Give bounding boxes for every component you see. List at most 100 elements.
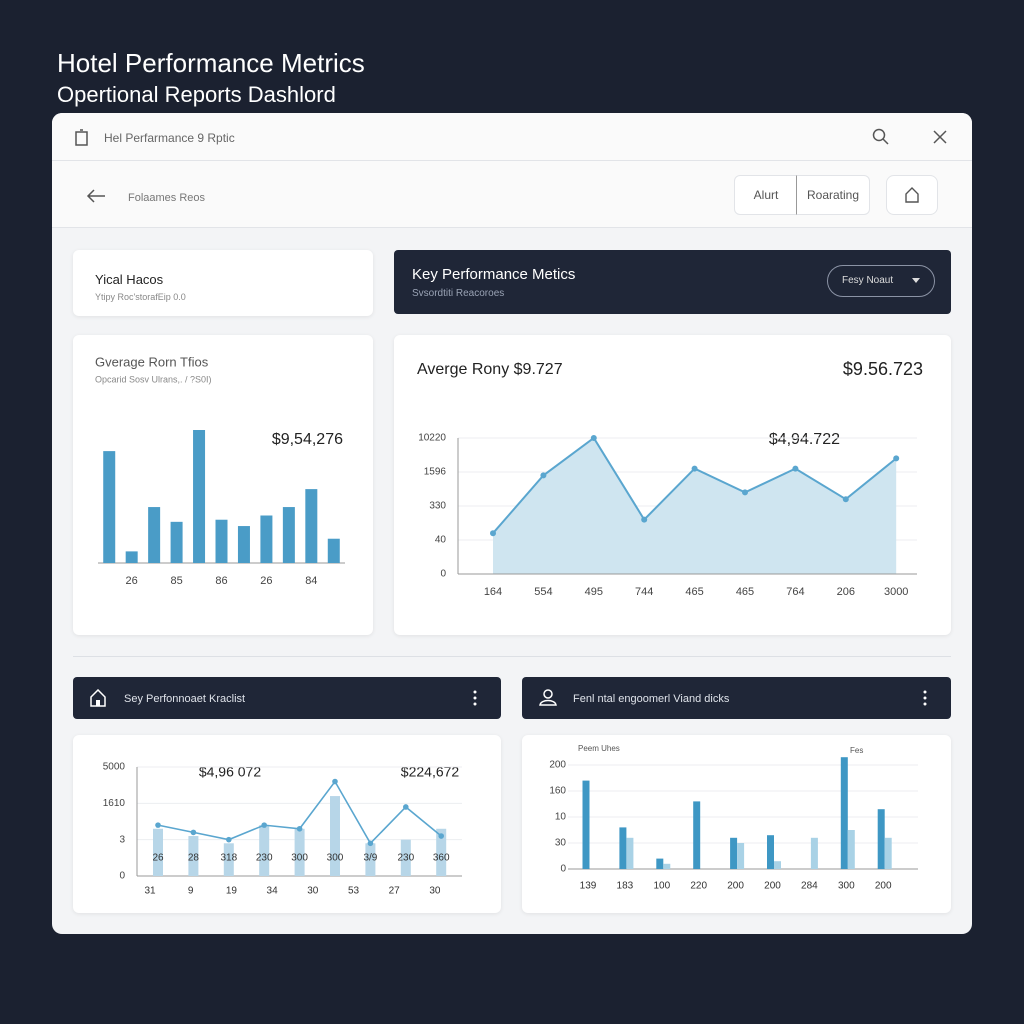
x-tick-label: 3/9 xyxy=(363,853,377,864)
button[interactable]: Roarating xyxy=(796,175,870,215)
x-tick-label: 465 xyxy=(736,586,754,598)
y-tick-label: 3 xyxy=(119,834,125,845)
point xyxy=(641,516,648,523)
x-tick-label: 183 xyxy=(617,881,634,892)
x-tick-label: 465 xyxy=(685,586,703,598)
x-tick-label: 28 xyxy=(188,853,200,864)
label: $4,96 072 xyxy=(199,764,261,780)
y-tick-label: 10 xyxy=(555,812,567,823)
x-tick-label: 26 xyxy=(260,575,272,587)
label: $224,672 xyxy=(401,764,460,780)
y-tick-label: 330 xyxy=(429,501,446,512)
chart-card xyxy=(394,335,951,635)
point xyxy=(893,455,900,462)
x-tick-label: 744 xyxy=(635,586,653,598)
bar xyxy=(626,837,634,869)
y-tick-label: 0 xyxy=(440,569,446,580)
bar xyxy=(877,809,885,869)
point xyxy=(367,840,374,847)
bar xyxy=(327,538,340,563)
y-tick-label: 0 xyxy=(560,864,566,875)
bar xyxy=(810,837,818,869)
section-bar: Sey Perfonnoaet Kraclist xyxy=(73,677,501,719)
bar xyxy=(193,430,206,563)
banner-subtitle: Svsordtiti Reacoroes xyxy=(412,288,505,299)
card-subtitle: Ytipy Roc'storafEip 0.0 xyxy=(95,292,186,302)
x-tick-label: 300 xyxy=(838,881,855,892)
point xyxy=(296,825,303,832)
bar xyxy=(259,825,270,876)
x-tick-label: 300 xyxy=(291,853,308,864)
x-tick-label: 84 xyxy=(305,575,317,587)
kpi-banner: Key Performance Metics Svsordtiti Reacor… xyxy=(394,250,951,314)
bar xyxy=(223,843,234,876)
bar xyxy=(188,836,199,876)
title-bar: Hel Perfarmance 9 Rptic xyxy=(52,113,972,161)
bar xyxy=(260,515,273,563)
nav-bar: Folaames Reos Alurt Roarating xyxy=(52,161,972,228)
label: $9.56.723 xyxy=(843,359,923,379)
close-icon[interactable] xyxy=(932,129,948,145)
menu-icon[interactable] xyxy=(923,690,927,706)
bar xyxy=(305,489,318,563)
bar xyxy=(170,521,183,563)
x-tick-label: 9 xyxy=(188,886,194,897)
back-icon[interactable] xyxy=(86,189,106,203)
bar xyxy=(294,828,305,876)
button[interactable]: Alurt xyxy=(734,175,798,215)
x-tick-label: 200 xyxy=(727,881,744,892)
point xyxy=(540,472,547,479)
x-tick-label: 230 xyxy=(397,853,414,864)
bar xyxy=(582,780,590,869)
page-subtitle: Opertional Reports Dashlord xyxy=(57,82,336,107)
x-tick-label: 139 xyxy=(580,881,597,892)
x-tick-label: 26 xyxy=(126,575,138,587)
x-tick-label: 300 xyxy=(327,853,344,864)
x-tick-label: 85 xyxy=(170,575,182,587)
x-tick-label: 100 xyxy=(653,881,670,892)
x-tick-label: 53 xyxy=(348,886,360,897)
bar xyxy=(436,828,447,876)
page-title: Hotel Performance Metrics xyxy=(57,48,365,78)
menu-icon[interactable] xyxy=(473,690,477,706)
bar xyxy=(884,837,892,869)
x-tick-label: 34 xyxy=(267,886,279,897)
y-tick-label: 200 xyxy=(549,760,566,771)
area xyxy=(493,438,897,574)
y-tick-label: 0 xyxy=(119,871,125,882)
dropdown[interactable]: Fesy Noaut xyxy=(827,265,935,297)
home-button[interactable] xyxy=(886,175,938,215)
bar xyxy=(400,839,411,876)
card-title: Yical Hacos xyxy=(95,272,164,287)
bar xyxy=(840,757,848,869)
x-tick-label: 284 xyxy=(801,881,818,892)
point xyxy=(590,435,597,441)
x-tick-label: 200 xyxy=(875,881,892,892)
bar xyxy=(237,526,250,563)
section-bar: Fenl ntal engoomerl Viand dicks xyxy=(522,677,951,719)
dropdown-label: Fesy Noaut xyxy=(842,275,894,286)
point xyxy=(438,833,445,839)
y-tick-label: 10220 xyxy=(418,433,446,444)
x-tick-label: 27 xyxy=(389,886,401,897)
x-tick-label: 30 xyxy=(429,886,441,897)
bar xyxy=(774,861,781,869)
label: Averge Rony $9.727 xyxy=(417,361,563,378)
legend-label: Peem Uhes xyxy=(578,744,620,753)
y-tick-label: 5000 xyxy=(103,762,126,773)
point xyxy=(842,496,849,503)
x-tick-label: 206 xyxy=(837,586,855,598)
x-tick-label: 31 xyxy=(144,886,156,897)
point xyxy=(190,829,197,836)
search-icon[interactable] xyxy=(872,128,890,146)
bar xyxy=(730,837,738,869)
bar xyxy=(656,858,664,869)
legend-label: Fes xyxy=(850,746,863,755)
banner-title: Key Performance Metics xyxy=(412,266,576,283)
side-card: Yical Hacos Ytipy Roc'storafEip 0.0 xyxy=(73,250,373,316)
y-tick-label: 160 xyxy=(549,786,566,797)
bar xyxy=(619,827,627,869)
point xyxy=(226,836,232,843)
x-tick-label: 26 xyxy=(152,853,164,864)
